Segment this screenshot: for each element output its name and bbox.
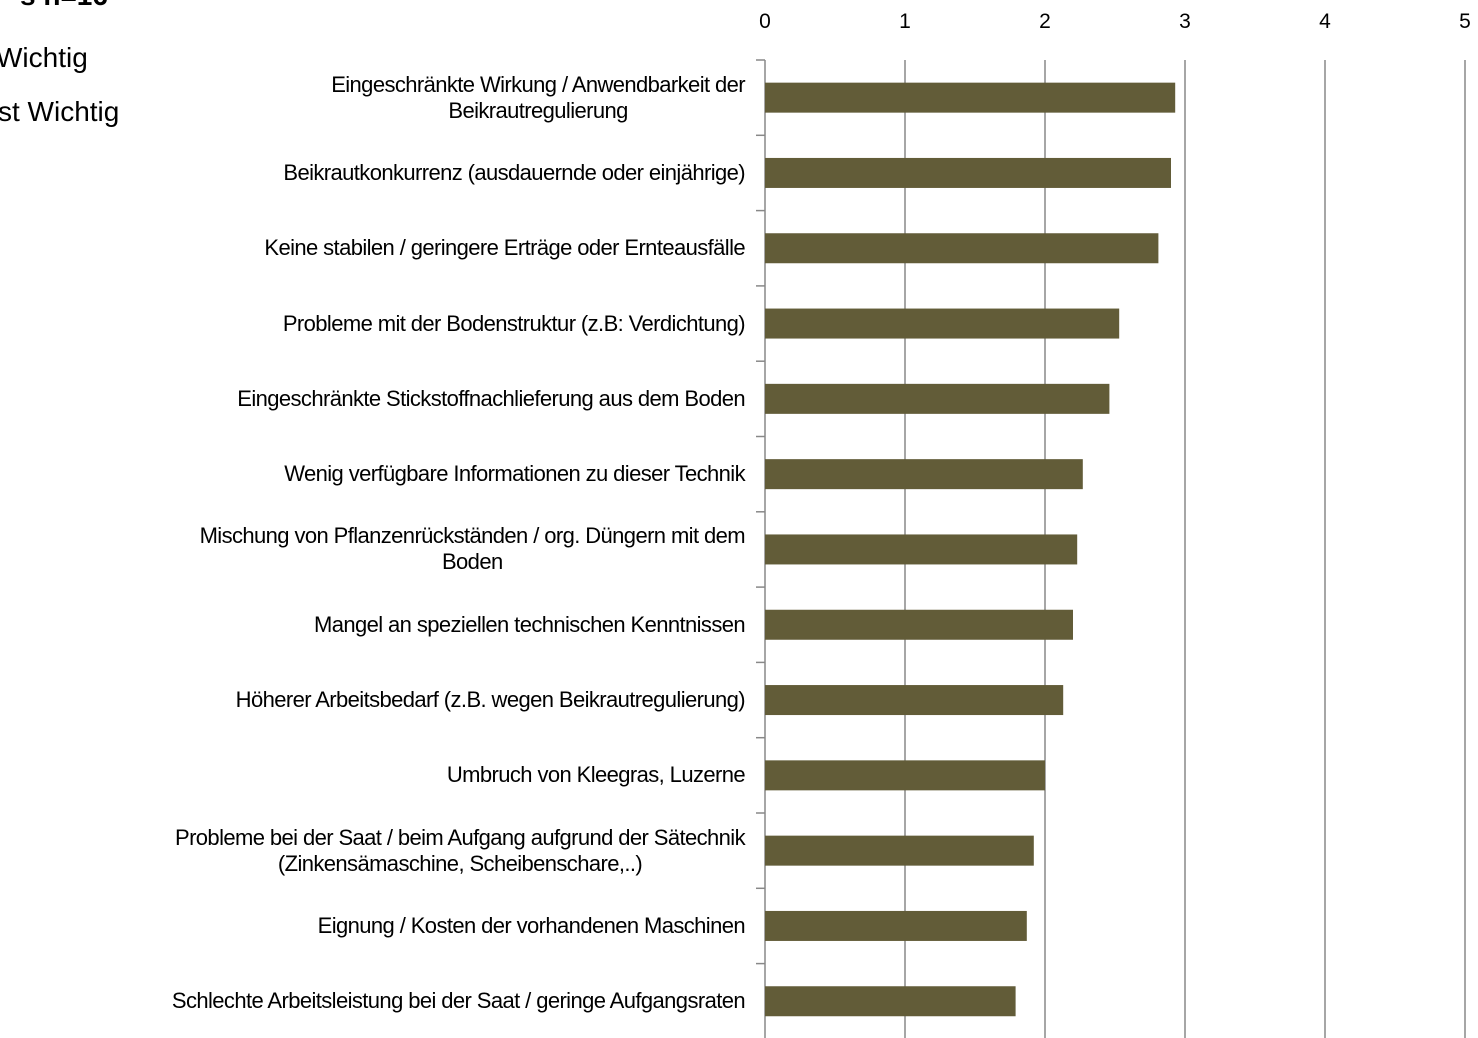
y-tick-label: Wenig verfügbare Informationen zu dieser…: [284, 461, 745, 487]
category-label-box: Eingeschränkte Stickstoffnachlieferung a…: [5, 386, 745, 412]
y-tick-label: Mischung von Pflanzenrückständen / org. …: [199, 523, 746, 575]
bar: [765, 459, 1083, 490]
bar: [765, 760, 1045, 791]
y-tick-label: Keine stabilen / geringere Erträge oder …: [264, 235, 745, 261]
y-tick-label: Schlechte Arbeitsleistung bei der Saat /…: [171, 988, 746, 1014]
y-tick-label: Höherer Arbeitsbedarf (z.B. wegen Beikra…: [235, 687, 746, 713]
y-tick-label: Umbruch von Kleegras, Luzerne: [446, 762, 746, 788]
x-tick-label: 1: [899, 10, 911, 33]
x-tick-label: 5: [1459, 10, 1471, 33]
x-tick-label: 0: [759, 10, 771, 33]
bar: [765, 308, 1120, 339]
category-label-box: Eignung / Kosten der vorhandenen Maschin…: [5, 912, 746, 939]
category-label-box: Eingeschränkte Wirkung / Anwendbarkeit d…: [5, 72, 745, 124]
y-tick-label: Mangel an speziellen technischen Kenntni…: [313, 611, 746, 637]
annotation: s n=16: [20, 0, 108, 12]
bar: [765, 82, 1176, 113]
bar: [765, 685, 1064, 716]
y-tick-label: Eingeschränkte Wirkung / Anwendbarkeit d…: [331, 71, 745, 123]
bar: [765, 986, 1016, 1017]
bar: [765, 534, 1078, 565]
bar: [765, 383, 1110, 414]
category-label-box: Schlechte Arbeitsleistung bei der Saat /…: [5, 988, 746, 1014]
bar: [765, 609, 1073, 640]
y-tick-label: Probleme mit der Bodenstruktur (z.B: Ver…: [282, 310, 746, 336]
x-tick-label: 4: [1319, 10, 1331, 33]
bar: [765, 157, 1171, 188]
category-label-box: Keine stabilen / geringere Erträge oder …: [5, 235, 745, 261]
annotation: st Wichtig: [0, 96, 120, 127]
category-label-box: Beikrautkonkurrenz (ausdauernde oder ein…: [5, 160, 745, 186]
category-label-box: Höherer Arbeitsbedarf (z.B. wegen Beikra…: [5, 687, 746, 713]
x-tick-label: 3: [1179, 10, 1191, 33]
category-label-box: Mischung von Pflanzenrückständen / org. …: [5, 523, 746, 575]
y-tick-label: Eignung / Kosten der vorhandenen Maschin…: [317, 912, 746, 938]
category-label-box: Wenig verfügbare Informationen zu dieser…: [5, 461, 745, 487]
category-label-box: Umbruch von Kleegras, Luzerne: [5, 762, 746, 788]
y-tick-label: Beikrautkonkurrenz (ausdauernde oder ein…: [283, 159, 745, 185]
y-tick-label: Eingeschränkte Stickstoffnachlieferung a…: [237, 385, 745, 411]
bar: [765, 910, 1027, 941]
bar: [765, 835, 1034, 866]
category-label-box: Mangel an speziellen technischen Kenntni…: [5, 611, 746, 638]
category-label-box: Probleme mit der Bodenstruktur (z.B: Ver…: [5, 310, 746, 337]
x-tick-label: 2: [1039, 10, 1051, 33]
annotation: Wichtig: [0, 42, 88, 73]
y-tick-label: Probleme bei der Saat / beim Aufgang auf…: [175, 824, 746, 876]
bar: [765, 233, 1159, 264]
category-label-box: Probleme bei der Saat / beim Aufgang auf…: [5, 824, 746, 877]
